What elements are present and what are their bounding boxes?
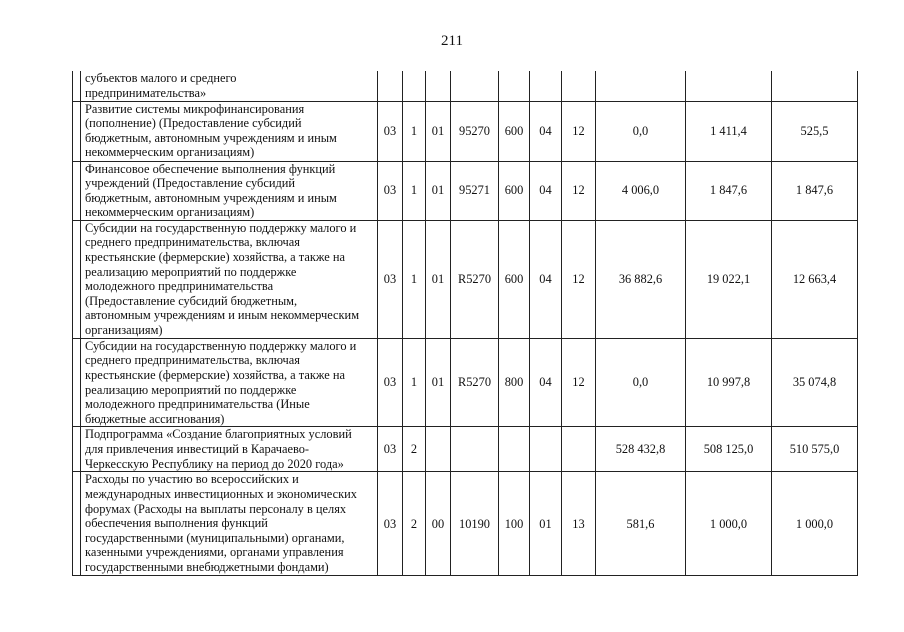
subsection-code-cell	[561, 426, 596, 473]
expense-type-code-cell: 800	[498, 337, 530, 428]
amount-year-1-cell	[595, 71, 686, 102]
expense-direction-code-cell: 95271	[450, 160, 499, 221]
program-code-cell: 03	[377, 219, 403, 339]
description-cell: Финансовое обеспечение выполнения функци…	[80, 160, 378, 221]
table-row: Подпрограмма «Создание благоприятных усл…	[72, 426, 858, 473]
subsection-code-cell: 12	[561, 219, 596, 339]
program-code-cell	[377, 71, 403, 102]
expense-type-code-cell	[498, 71, 530, 102]
expense-type-code-cell	[498, 426, 530, 473]
expense-type-code-cell: 100	[498, 471, 530, 577]
subprogram-code-cell	[402, 71, 426, 102]
subprogram-code-cell: 2	[402, 426, 426, 473]
row-number-cell	[72, 337, 81, 428]
section-code-cell	[529, 426, 562, 473]
program-code-cell: 03	[377, 471, 403, 577]
description-cell: Расходы по участию во всероссийских и ме…	[80, 471, 378, 577]
table-row: Субсидии на государственную поддержку ма…	[72, 219, 858, 339]
page-number: 211	[441, 33, 463, 49]
section-code-cell	[529, 71, 562, 102]
row-number-cell	[72, 426, 81, 473]
section-code-cell: 04	[529, 337, 562, 428]
description-cell: субъектов малого и среднего предпринимат…	[80, 71, 378, 102]
amount-year-2-cell: 19 022,1	[685, 219, 772, 339]
expense-type-code-cell: 600	[498, 160, 530, 221]
activity-code-cell: 01	[425, 219, 451, 339]
amount-year-3-cell: 1 000,0	[771, 471, 858, 577]
amount-year-2-cell: 1 411,4	[685, 100, 772, 162]
amount-year-1-cell: 528 432,8	[595, 426, 686, 473]
subsection-code-cell: 12	[561, 100, 596, 162]
subsection-code-cell: 12	[561, 337, 596, 428]
description-cell: Субсидии на государственную поддержку ма…	[80, 219, 378, 339]
activity-code-cell: 00	[425, 471, 451, 577]
amount-year-1-cell: 36 882,6	[595, 219, 686, 339]
section-code-cell: 01	[529, 471, 562, 577]
table-row: Финансовое обеспечение выполнения функци…	[72, 160, 858, 221]
activity-code-cell	[425, 71, 451, 102]
subsection-code-cell: 12	[561, 160, 596, 221]
amount-year-2-cell	[685, 71, 772, 102]
amount-year-3-cell: 510 575,0	[771, 426, 858, 473]
activity-code-cell: 01	[425, 160, 451, 221]
subprogram-code-cell: 1	[402, 219, 426, 339]
table-row: Расходы по участию во всероссийских и ме…	[72, 471, 858, 577]
expense-type-code-cell: 600	[498, 100, 530, 162]
amount-year-3-cell: 35 074,8	[771, 337, 858, 428]
amount-year-2-cell: 10 997,8	[685, 337, 772, 428]
program-code-cell: 03	[377, 426, 403, 473]
table-row: субъектов малого и среднего предпринимат…	[72, 71, 858, 102]
description-cell: Субсидии на государственную поддержку ма…	[80, 337, 378, 428]
amount-year-3-cell: 525,5	[771, 100, 858, 162]
program-code-cell: 03	[377, 160, 403, 221]
amount-year-2-cell: 508 125,0	[685, 426, 772, 473]
expense-direction-code-cell: R5270	[450, 337, 499, 428]
table-row: Развитие системы микрофинансирования (по…	[72, 100, 858, 162]
expense-direction-code-cell: R5270	[450, 219, 499, 339]
expense-direction-code-cell: 95270	[450, 100, 499, 162]
row-number-cell	[72, 71, 81, 102]
activity-code-cell	[425, 426, 451, 473]
description-cell: Подпрограмма «Создание благоприятных усл…	[80, 426, 378, 473]
description-cell: Развитие системы микрофинансирования (по…	[80, 100, 378, 162]
table-row: Субсидии на государственную поддержку ма…	[72, 337, 858, 428]
program-code-cell: 03	[377, 337, 403, 428]
expense-direction-code-cell	[450, 71, 499, 102]
expense-direction-code-cell: 10190	[450, 471, 499, 577]
expense-direction-code-cell	[450, 426, 499, 473]
activity-code-cell: 01	[425, 100, 451, 162]
subsection-code-cell: 13	[561, 471, 596, 577]
amount-year-2-cell: 1 847,6	[685, 160, 772, 221]
row-number-cell	[72, 160, 81, 221]
section-code-cell: 04	[529, 160, 562, 221]
section-code-cell: 04	[529, 100, 562, 162]
expense-type-code-cell: 600	[498, 219, 530, 339]
program-code-cell: 03	[377, 100, 403, 162]
amount-year-1-cell: 581,6	[595, 471, 686, 577]
subprogram-code-cell: 1	[402, 100, 426, 162]
subsection-code-cell	[561, 71, 596, 102]
subprogram-code-cell: 2	[402, 471, 426, 577]
amount-year-3-cell	[771, 71, 858, 102]
amount-year-3-cell: 1 847,6	[771, 160, 858, 221]
row-number-cell	[72, 219, 81, 339]
amount-year-1-cell: 4 006,0	[595, 160, 686, 221]
amount-year-3-cell: 12 663,4	[771, 219, 858, 339]
row-number-cell	[72, 471, 81, 577]
subprogram-code-cell: 1	[402, 160, 426, 221]
amount-year-2-cell: 1 000,0	[685, 471, 772, 577]
subprogram-code-cell: 1	[402, 337, 426, 428]
amount-year-1-cell: 0,0	[595, 337, 686, 428]
section-code-cell: 04	[529, 219, 562, 339]
row-number-cell	[72, 100, 81, 162]
amount-year-1-cell: 0,0	[595, 100, 686, 162]
activity-code-cell: 01	[425, 337, 451, 428]
budget-table: субъектов малого и среднего предпринимат…	[72, 71, 858, 577]
